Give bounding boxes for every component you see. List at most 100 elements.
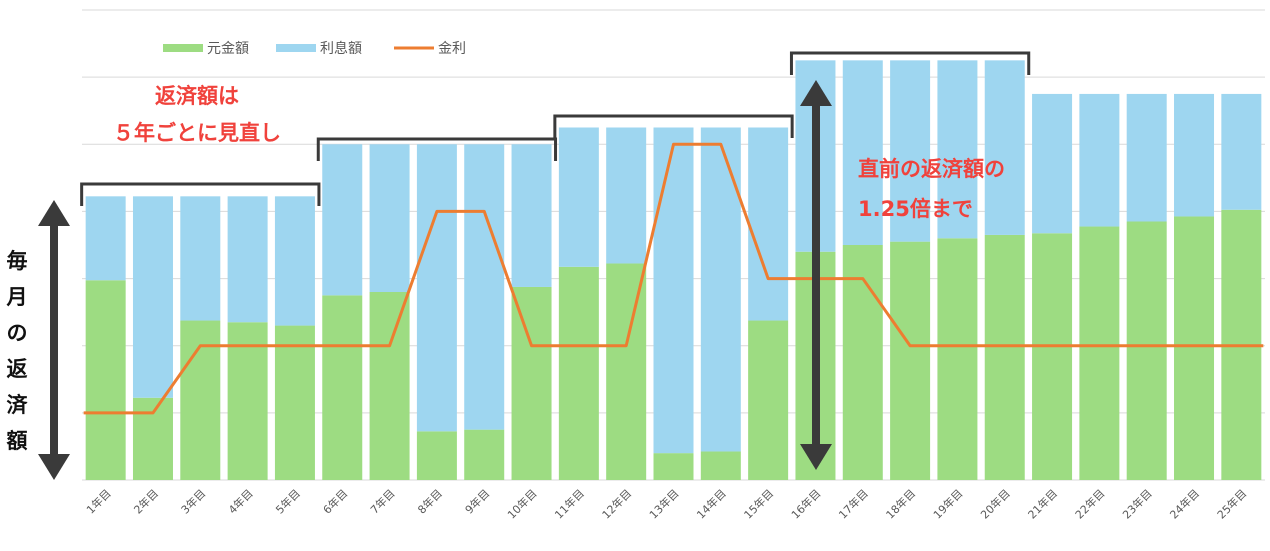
bar-principal-15 bbox=[748, 320, 789, 480]
period-bracket bbox=[80, 182, 321, 206]
bar-interest-13 bbox=[653, 127, 694, 454]
bar-principal-12 bbox=[606, 263, 647, 480]
bar-interest-17 bbox=[842, 60, 883, 245]
period-bracket bbox=[553, 114, 794, 138]
legend-swatch bbox=[276, 44, 316, 52]
bar-principal-13 bbox=[653, 453, 694, 480]
x-tick-label: 5年目 bbox=[273, 486, 303, 516]
bar-principal-11 bbox=[558, 266, 599, 480]
bar-series bbox=[85, 60, 1262, 480]
x-tick-label: 14年目 bbox=[694, 486, 729, 521]
bar-principal-21 bbox=[1032, 233, 1073, 480]
legend: 元金額 利息額 金利 bbox=[163, 40, 466, 57]
legend-label: 金利 bbox=[438, 41, 466, 57]
bar-interest-19 bbox=[937, 60, 978, 239]
line-rate bbox=[83, 142, 1264, 415]
bar-principal-17 bbox=[842, 245, 883, 480]
x-tick-label: 6年目 bbox=[320, 486, 350, 516]
bar-principal-1 bbox=[85, 280, 126, 480]
bar-interest-2 bbox=[132, 196, 173, 398]
legend-label: 元金額 bbox=[207, 41, 249, 57]
x-tick-label: 20年目 bbox=[978, 486, 1013, 521]
bar-interest-8 bbox=[416, 144, 457, 432]
bar-principal-14 bbox=[700, 451, 741, 480]
y-label-char: 返 bbox=[7, 357, 28, 381]
legend-label: 利息額 bbox=[320, 40, 362, 57]
x-tick-label: 8年目 bbox=[415, 486, 445, 516]
annotation-review-line1: 返済額は bbox=[155, 84, 239, 108]
x-tick-label: 17年目 bbox=[836, 486, 871, 521]
rate-line bbox=[83, 142, 1264, 415]
annotation-prev-line2: 1.25倍まで bbox=[858, 197, 973, 221]
bar-principal-9 bbox=[464, 429, 505, 480]
bar-interest-22 bbox=[1079, 93, 1120, 227]
x-tick-label: 4年目 bbox=[225, 486, 255, 516]
x-tick-label: 3年目 bbox=[178, 486, 208, 516]
y-label-char: 済 bbox=[7, 393, 29, 417]
bar-interest-15 bbox=[748, 127, 789, 321]
annotation-review-line2: ５年ごとに見直し bbox=[113, 121, 281, 145]
x-tick-label: 1年目 bbox=[83, 486, 113, 516]
annotations: 返済額は ５年ごとに見直し 直前の返済額の 1.25倍まで bbox=[113, 84, 1005, 221]
period-bracket bbox=[316, 137, 558, 161]
legend-swatch bbox=[163, 44, 203, 52]
bar-principal-6 bbox=[322, 295, 363, 480]
bar-principal-19 bbox=[937, 238, 978, 480]
bar-interest-14 bbox=[700, 127, 741, 452]
bar-principal-8 bbox=[416, 431, 457, 480]
period-bracket bbox=[789, 51, 1031, 75]
x-tick-label: 9年目 bbox=[462, 486, 492, 516]
y-label-char: 月 bbox=[6, 285, 28, 309]
bar-interest-11 bbox=[558, 127, 599, 267]
bar-interest-10 bbox=[511, 144, 552, 287]
bar-principal-24 bbox=[1174, 216, 1215, 480]
x-tick-label: 22年目 bbox=[1072, 486, 1107, 521]
bar-interest-5 bbox=[274, 196, 315, 326]
bar-interest-25 bbox=[1221, 93, 1262, 210]
bar-interest-24 bbox=[1174, 93, 1215, 217]
x-tick-label: 2年目 bbox=[131, 486, 161, 516]
bar-principal-7 bbox=[369, 292, 410, 480]
bar-principal-18 bbox=[890, 241, 931, 480]
y-label-char: 額 bbox=[6, 429, 28, 453]
bar-interest-9 bbox=[464, 144, 505, 430]
x-tick-label: 7年目 bbox=[367, 486, 397, 516]
bar-principal-4 bbox=[227, 322, 268, 480]
bar-interest-6 bbox=[322, 144, 363, 296]
x-tick-label: 21年目 bbox=[1025, 486, 1060, 521]
y-label-char: 毎 bbox=[7, 249, 28, 273]
bar-interest-3 bbox=[180, 196, 221, 321]
bar-principal-22 bbox=[1079, 226, 1120, 480]
x-tick-label: 15年目 bbox=[741, 486, 776, 521]
x-tick-label: 23年目 bbox=[1119, 486, 1154, 521]
x-tick-label: 18年目 bbox=[883, 486, 918, 521]
bar-principal-5 bbox=[274, 325, 315, 480]
x-tick-label: 11年目 bbox=[552, 486, 587, 521]
period-brackets bbox=[80, 51, 1031, 206]
bar-interest-7 bbox=[369, 144, 410, 292]
bar-principal-23 bbox=[1126, 221, 1167, 480]
annotation-prev-line1: 直前の返済額の bbox=[858, 157, 1005, 181]
x-tick-label: 24年目 bbox=[1167, 486, 1202, 521]
bar-interest-23 bbox=[1126, 93, 1167, 222]
payment-arrow bbox=[38, 200, 70, 480]
arrows bbox=[38, 80, 832, 480]
increase-arrow bbox=[800, 80, 832, 470]
bar-interest-18 bbox=[890, 60, 931, 242]
bar-interest-12 bbox=[606, 127, 647, 264]
bar-interest-4 bbox=[227, 196, 268, 323]
bar-interest-1 bbox=[85, 196, 126, 281]
x-tick-label: 10年目 bbox=[504, 486, 539, 521]
bar-principal-10 bbox=[511, 286, 552, 480]
bar-principal-20 bbox=[984, 234, 1025, 480]
x-axis-ticks: 1年目 2年目 3年目 4年目 5年目 6年目 7年目 8年目 9年目 10年目 11年目 12年目 1… bbox=[83, 486, 1249, 521]
x-tick-label: 12年目 bbox=[599, 486, 634, 521]
y-label-char: の bbox=[7, 321, 28, 345]
bar-interest-20 bbox=[984, 60, 1025, 235]
x-tick-label: 25年目 bbox=[1214, 486, 1249, 521]
x-tick-label: 16年目 bbox=[788, 486, 823, 521]
bar-principal-2 bbox=[132, 397, 173, 480]
bar-interest-21 bbox=[1032, 93, 1073, 234]
